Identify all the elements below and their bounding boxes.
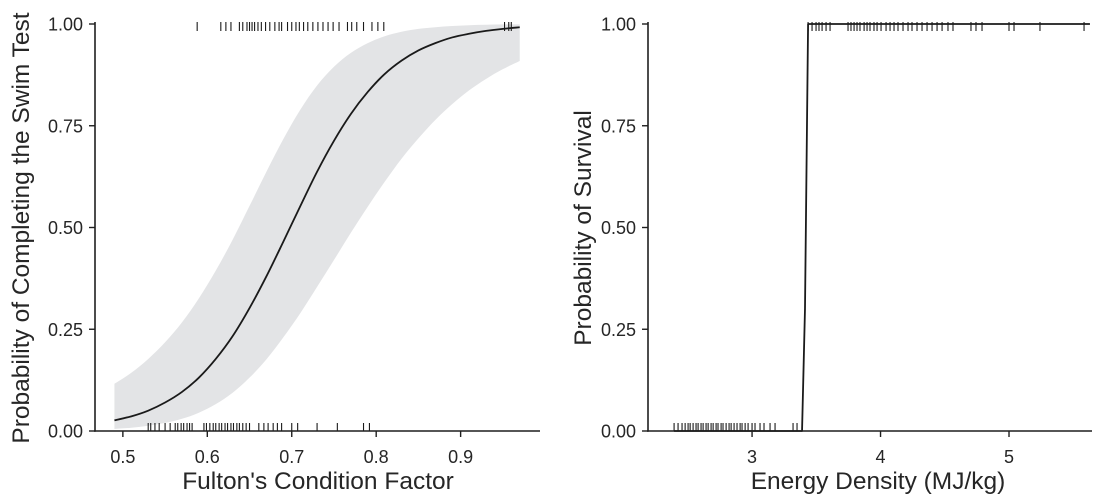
y-tick-label: 0.50: [601, 218, 636, 238]
y-tick-label: 0.00: [601, 422, 636, 442]
x-tick-label: 0.5: [110, 447, 135, 467]
y-axis-title: Probability of Completing the Swim Test: [8, 12, 35, 443]
y-tick-label: 0.25: [601, 320, 636, 340]
plot-layer: 3 4 5 0.00 0.25 0.50 0.75 1.00: [601, 15, 1092, 467]
x-axis-title: Energy Density (MJ/kg): [751, 468, 1006, 495]
x-tick-label: 3: [747, 447, 757, 467]
left-panel: 0.5 0.6 0.7 0.8 0.9 0.00 0.25 0.50 0.75 1.00 Prob…: [8, 12, 540, 495]
x-tick-label: 0.9: [448, 447, 473, 467]
x-tick-label: 0.8: [364, 447, 389, 467]
x-tick-label: 5: [1004, 447, 1014, 467]
x-tick-label: 0.7: [279, 447, 304, 467]
fitted-curve: [114, 26, 520, 422]
y-tick-label: 0.50: [48, 218, 83, 238]
y-tick-label: 0.00: [48, 422, 83, 442]
y-tick-label: 0.75: [48, 116, 83, 136]
y-tick-label: 1.00: [601, 15, 636, 35]
right-panel: 3 4 5 0.00 0.25 0.50 0.75 1.00 Probability of S…: [570, 15, 1092, 495]
y-tick-label: 0.25: [48, 320, 83, 340]
confidence-band: [114, 24, 520, 429]
plot-layer: 0.5 0.6 0.7 0.8 0.9 0.00 0.25 0.50 0.75 1.00: [48, 15, 540, 467]
y-axis-title: Probability of Survival: [570, 110, 597, 346]
fitted-curve: [674, 23, 1090, 432]
x-axis-title: Fulton's Condition Factor: [182, 468, 454, 495]
x-tick-label: 4: [876, 447, 886, 467]
x-tick-label: 0.6: [195, 447, 220, 467]
y-tick-label: 1.00: [48, 15, 83, 35]
y-tick-label: 0.75: [601, 116, 636, 136]
